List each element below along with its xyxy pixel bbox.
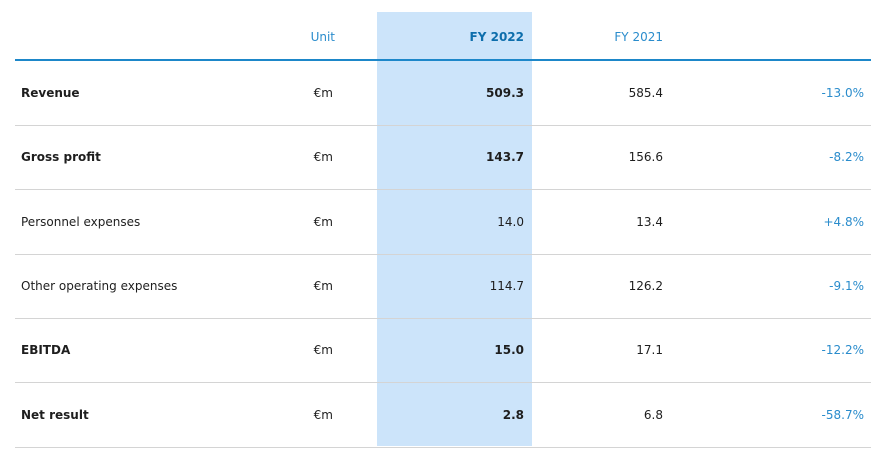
row-label: EBITDA [21, 343, 71, 358]
row-unit: €m [313, 214, 333, 229]
row-label: Personnel expenses [21, 214, 141, 229]
row-change: -12.2% [821, 343, 864, 358]
row-fy2022: 114.7 [489, 278, 524, 293]
highlight-column [377, 12, 532, 446]
row-divider [15, 125, 871, 126]
row-divider [15, 318, 871, 319]
header-unit: Unit [310, 30, 335, 44]
row-divider [15, 254, 871, 255]
row-divider [15, 447, 871, 448]
row-unit: €m [313, 150, 333, 165]
row-change: -13.0% [821, 86, 864, 100]
row-change: -58.7% [821, 407, 864, 422]
row-change: +4.8% [823, 214, 864, 229]
row-fy2022: 2.8 [502, 407, 524, 422]
row-unit: €m [313, 343, 333, 358]
row-fy2021: 13.4 [636, 214, 663, 229]
row-label: Revenue [21, 86, 80, 100]
row-fy2021: 6.8 [643, 407, 663, 422]
row-change: -9.1% [829, 278, 864, 293]
row-change: -8.2% [829, 150, 864, 165]
row-unit: €m [313, 407, 333, 422]
row-fy2021: 126.2 [628, 278, 663, 293]
header-rule [15, 59, 871, 61]
row-fy2022: 14.0 [497, 214, 524, 229]
row-divider [15, 189, 871, 190]
row-label: Other operating expenses [21, 278, 178, 293]
row-label: Net result [21, 407, 89, 422]
row-fy2022: 509.3 [486, 86, 524, 100]
row-fy2021: 156.6 [628, 150, 663, 165]
row-fy2022: 143.7 [486, 150, 524, 165]
row-fy2022: 15.0 [494, 343, 524, 358]
row-label: Gross profit [21, 150, 101, 165]
header-fy2022: FY 2022 [469, 30, 524, 44]
row-unit: €m [313, 86, 333, 100]
row-unit: €m [313, 278, 333, 293]
row-fy2021: 585.4 [628, 86, 663, 100]
header-fy2021: FY 2021 [614, 30, 663, 44]
row-divider [15, 382, 871, 383]
row-fy2021: 17.1 [636, 343, 663, 358]
